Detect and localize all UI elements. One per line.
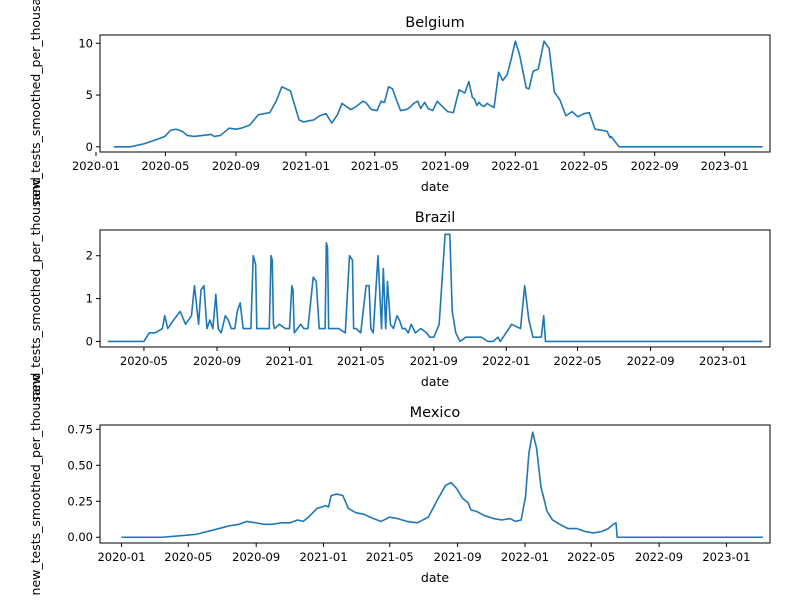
x-tick-label: 2022-01 (501, 550, 549, 564)
series-line (113, 40, 763, 148)
x-tick-label: 2021-09 (410, 354, 458, 368)
x-tick-label: 2020-01 (97, 550, 145, 564)
axes-frame (99, 229, 771, 348)
y-axis-label: new_tests_smoothed_per_thousand (28, 0, 43, 205)
x-tick-label: 2021-01 (282, 159, 330, 173)
x-tick-label: 2020-05 (141, 159, 189, 173)
x-axis-label: date (421, 374, 449, 389)
y-axis-label: new_tests_smoothed_per_thousand (28, 177, 43, 400)
y-tick-label: 0.25 (67, 494, 93, 508)
subplot-mexico: 2020-01 2020-05 2020-09 2021-01 2021-05 2021-… (28, 373, 771, 596)
y-tick-label: 0.00 (67, 530, 93, 544)
chart-title: Belgium (405, 15, 464, 31)
x-tick-label: 2021-01 (265, 354, 313, 368)
series-line (107, 233, 763, 343)
x-axis-label: date (421, 179, 449, 194)
chart-title: Mexico (410, 405, 461, 421)
x-tick-label: 2020-09 (212, 159, 260, 173)
x-tick-label: 2022-09 (627, 354, 675, 368)
x-tick-label: 2023-01 (702, 550, 750, 564)
x-tick-label: 2022-01 (491, 159, 539, 173)
x-tick-label: 2023-01 (701, 159, 749, 173)
x-tick-label: 2020-09 (193, 354, 241, 368)
x-tick-label: 2021-05 (337, 354, 385, 368)
x-tick-label: 2021-05 (351, 159, 399, 173)
x-tick-label: 2022-01 (482, 354, 530, 368)
x-tick-label: 2021-09 (421, 159, 469, 173)
x-tick-label: 2022-09 (635, 550, 683, 564)
subplot-belgium: 2020-01 2020-05 2020-09 2021-01 2021-05 2021-… (28, 0, 771, 205)
series-line (121, 431, 763, 539)
y-tick-label: 10 (78, 36, 93, 50)
x-tick-label: 2020-09 (232, 550, 280, 564)
axes-frame (99, 34, 771, 153)
x-tick-label: 2020-05 (120, 354, 168, 368)
x-tick-label: 2020-05 (164, 550, 212, 564)
x-tick-label: 2022-05 (560, 159, 608, 173)
chart-title: Brazil (415, 210, 455, 226)
subplot-brazil: 2020-05 2020-09 2021-01 2021-05 2021-09 2022-… (28, 177, 771, 400)
axes-frame (99, 424, 771, 544)
y-tick-label: 0.75 (67, 422, 93, 436)
y-tick-label: 0.50 (67, 458, 93, 472)
x-tick-label: 2022-05 (567, 550, 615, 564)
y-tick-label: 0 (86, 334, 93, 348)
y-tick-label: 0 (86, 140, 93, 154)
x-axis-label: date (421, 570, 449, 585)
x-tick-label: 2021-05 (366, 550, 414, 564)
x-tick-label: 2023-01 (699, 354, 747, 368)
x-tick-label: 2021-01 (299, 550, 347, 564)
y-axis-label: new_tests_smoothed_per_thousand (28, 373, 43, 596)
x-tick-label: 2020-01 (72, 159, 120, 173)
y-tick-label: 1 (86, 292, 93, 306)
y-tick-label: 2 (86, 249, 93, 263)
x-tick-label: 2022-09 (631, 159, 679, 173)
x-tick-label: 2022-05 (554, 354, 602, 368)
x-tick-label: 2021-09 (434, 550, 482, 564)
y-tick-label: 5 (86, 88, 93, 102)
